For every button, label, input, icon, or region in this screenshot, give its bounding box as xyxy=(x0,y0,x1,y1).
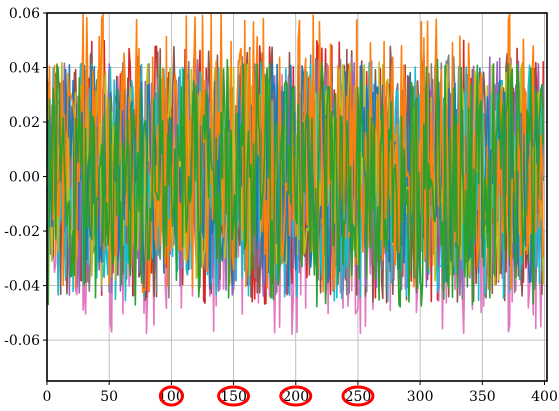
highlight-circle xyxy=(158,385,184,407)
y-tick-label: 0.00 xyxy=(9,170,40,186)
y-tick-label: -0.04 xyxy=(4,279,40,295)
series-line-10 xyxy=(46,58,545,308)
x-tick-label: 250 xyxy=(345,389,372,405)
plot-frame xyxy=(46,12,548,382)
y-tick-label: -0.06 xyxy=(4,333,40,349)
highlight-circle xyxy=(217,385,251,407)
x-tick-label: 50 xyxy=(100,389,118,405)
highlight-markers xyxy=(158,385,375,407)
y-tick-label: 0.02 xyxy=(9,115,40,131)
x-tick-label: 200 xyxy=(282,389,309,405)
highlight-circle xyxy=(279,385,313,407)
x-tick-label: 100 xyxy=(158,389,185,405)
series-lines xyxy=(46,12,545,336)
x-tick-label: 150 xyxy=(220,389,247,405)
y-tick-label: 0.06 xyxy=(9,6,40,22)
x-tick-label: 350 xyxy=(469,389,496,405)
x-tick-label: 300 xyxy=(407,389,434,405)
x-axis-ticks: 0 50 100 150 200 250 300 350 400 xyxy=(43,381,558,405)
highlight-circle xyxy=(341,385,375,407)
y-axis-ticks: 0.06 0.04 0.02 0.00 -0.02 -0.04 -0.06 xyxy=(4,6,47,349)
x-tick-label: 400 xyxy=(531,389,558,405)
y-tick-label: 0.04 xyxy=(9,61,40,77)
y-tick-label: -0.02 xyxy=(4,224,40,240)
x-tick-label: 0 xyxy=(43,389,52,405)
